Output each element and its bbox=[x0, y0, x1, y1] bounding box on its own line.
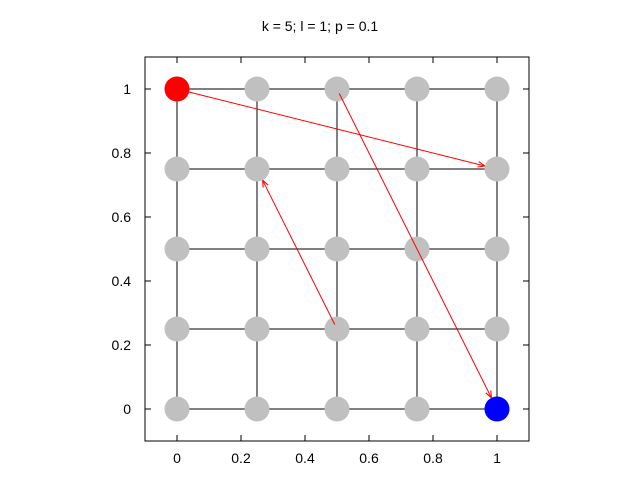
x-tick-label: 0.8 bbox=[423, 450, 443, 466]
x-tick-label: 0 bbox=[173, 450, 181, 466]
lattice-node bbox=[484, 316, 510, 342]
highlighted-nodes bbox=[164, 76, 510, 422]
y-tick-label: 0.6 bbox=[112, 209, 132, 225]
y-tick-label: 0 bbox=[123, 401, 131, 417]
lattice-node bbox=[164, 236, 190, 262]
lattice-node bbox=[244, 76, 270, 102]
lattice-node bbox=[484, 236, 510, 262]
axis-ticks: 0 0.2 0.4 0.6 0.8 1 0 0.2 0.4 0.6 0.8 1 bbox=[112, 57, 529, 466]
lattice-node bbox=[324, 156, 350, 182]
long-range-link bbox=[263, 180, 336, 325]
lattice-node bbox=[164, 156, 190, 182]
target-node bbox=[484, 396, 510, 422]
chart-title: k = 5; l = 1; p = 0.1 bbox=[261, 18, 379, 34]
y-tick-label: 0.8 bbox=[112, 145, 132, 161]
lattice-node bbox=[324, 76, 350, 102]
lattice-node bbox=[244, 396, 270, 422]
lattice-node bbox=[484, 76, 510, 102]
y-tick-label: 0.4 bbox=[112, 273, 132, 289]
lattice-node bbox=[244, 156, 270, 182]
lattice-nodes bbox=[164, 76, 510, 422]
lattice-node bbox=[484, 156, 510, 182]
lattice-node bbox=[244, 316, 270, 342]
plot-frame bbox=[144, 56, 530, 442]
long-range-links bbox=[181, 89, 492, 398]
lattice-node bbox=[324, 316, 350, 342]
lattice-node bbox=[164, 316, 190, 342]
lattice-node bbox=[164, 396, 190, 422]
long-range-link bbox=[338, 93, 491, 397]
x-tick-label: 0.4 bbox=[295, 450, 315, 466]
lattice-node bbox=[404, 316, 430, 342]
source-node bbox=[164, 76, 190, 102]
long-range-link bbox=[181, 89, 485, 166]
y-tick-label: 0.2 bbox=[112, 337, 132, 353]
lattice-node bbox=[324, 396, 350, 422]
x-tick-label: 1 bbox=[493, 450, 501, 466]
y-tick-label: 1 bbox=[123, 81, 131, 97]
lattice-node bbox=[244, 236, 270, 262]
lattice-node bbox=[404, 396, 430, 422]
lattice-node bbox=[404, 76, 430, 102]
lattice-node bbox=[404, 156, 430, 182]
x-tick-label: 0.2 bbox=[231, 450, 251, 466]
lattice-node bbox=[324, 236, 350, 262]
x-tick-label: 0.6 bbox=[359, 450, 379, 466]
